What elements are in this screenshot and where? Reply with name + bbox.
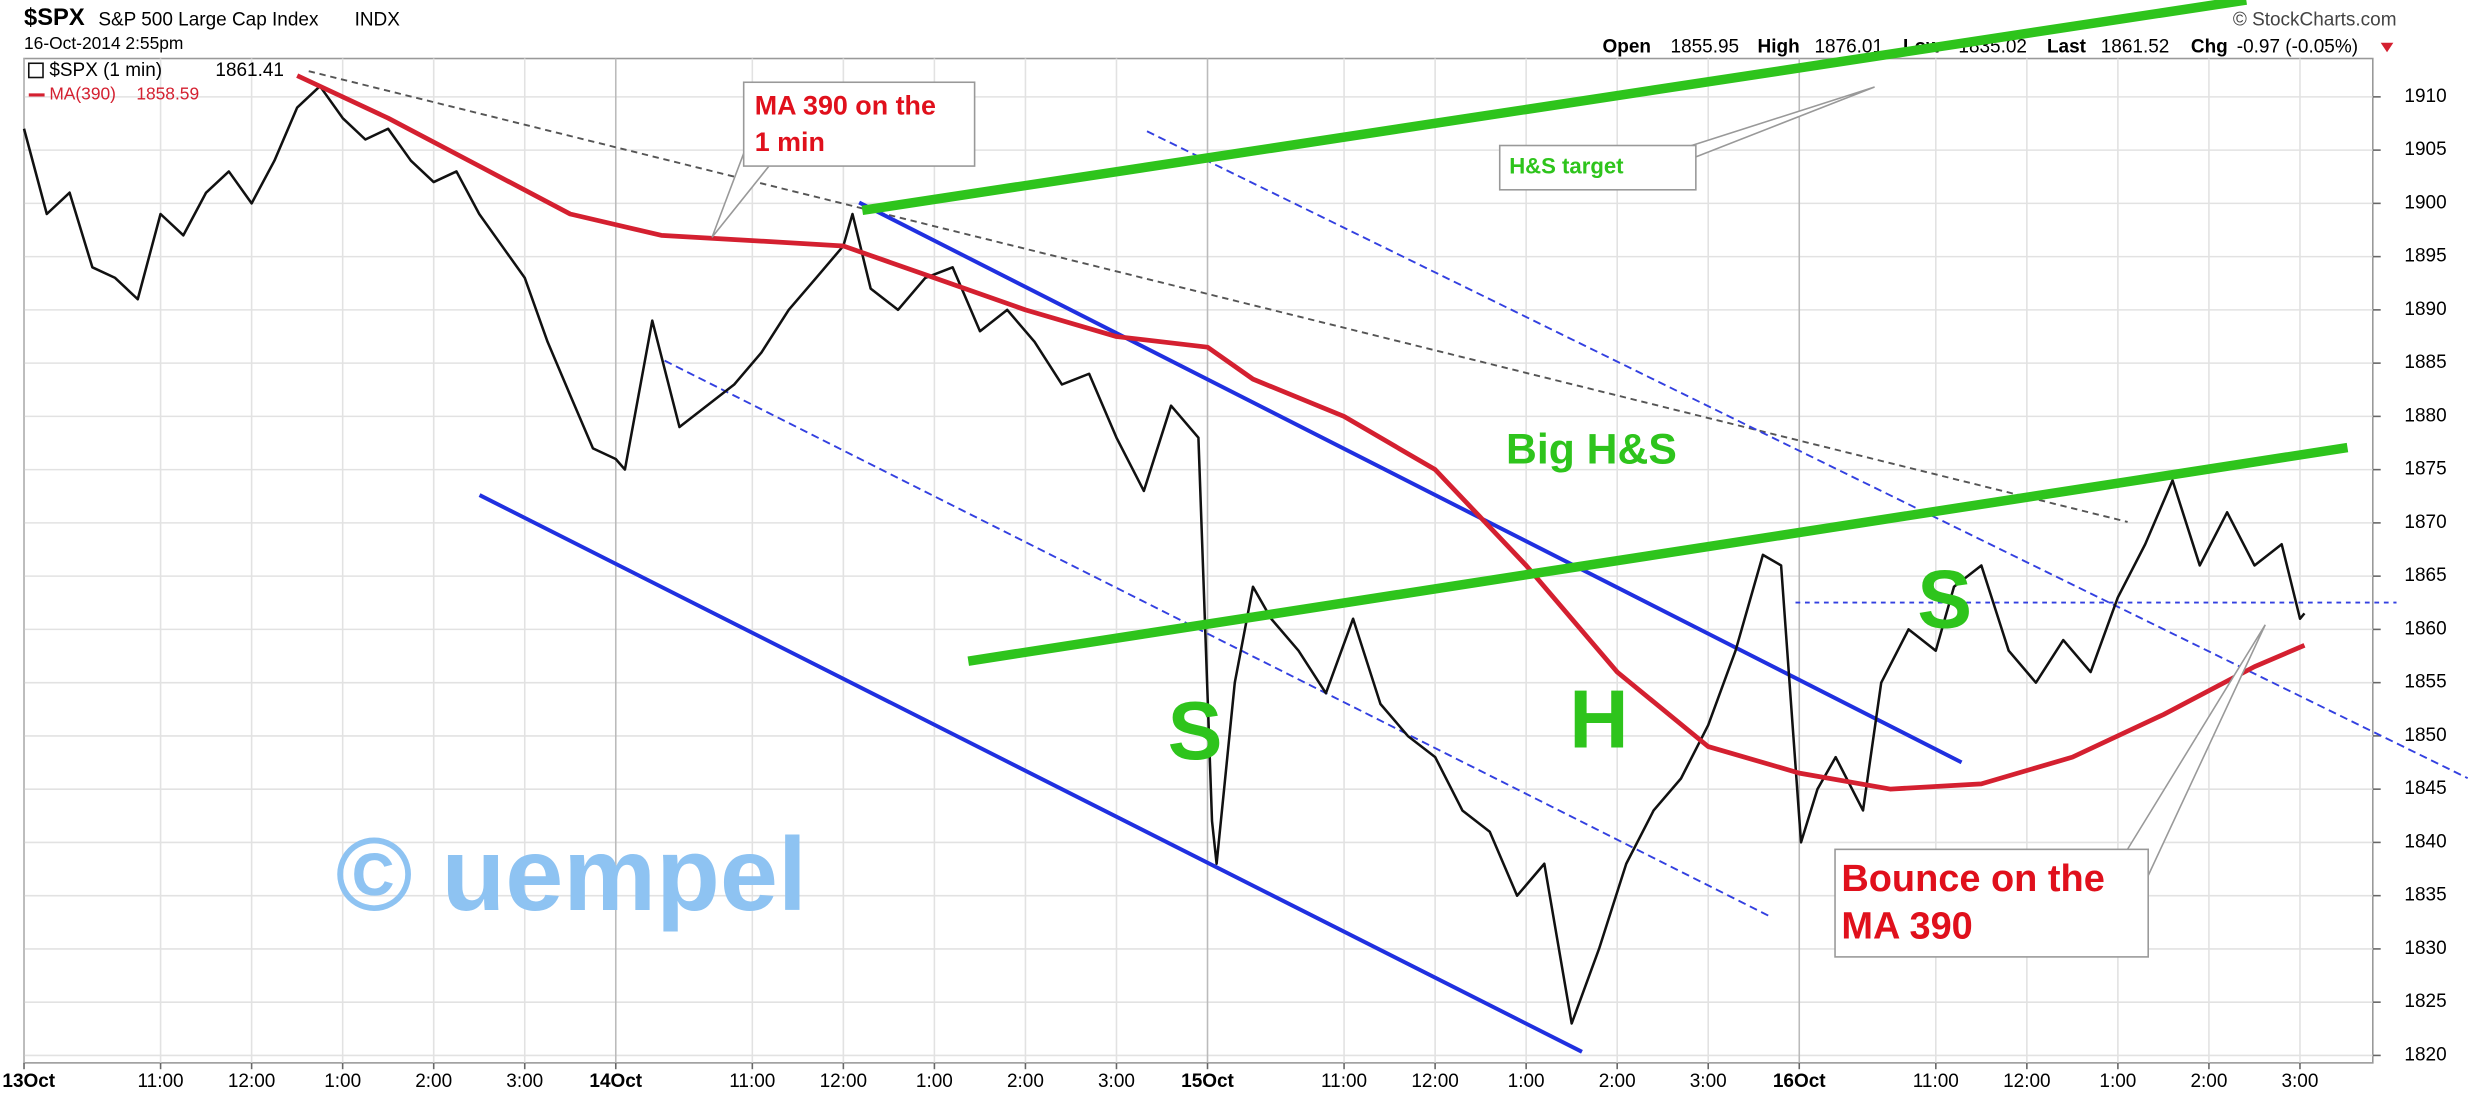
hs-lines <box>861 0 2349 666</box>
x-tick-label: 1:00 <box>2099 1071 2136 1092</box>
date: 16-Oct-2014 2:55pm <box>24 33 183 53</box>
x-tick-label: 12:00 <box>820 1071 867 1092</box>
y-tick-label: 1835 <box>2404 885 2446 906</box>
x-tick-label: 1:00 <box>324 1071 361 1092</box>
down-arrow <box>2380 42 2394 53</box>
annotations: MA 390 on the 1 min H&S target Big H&S S… <box>336 81 2266 958</box>
y-tick-label: 1830 <box>2404 938 2446 959</box>
last-label: Last <box>2047 36 2087 57</box>
y-tick-label: 1885 <box>2404 352 2446 373</box>
y-tick-label: 1850 <box>2404 725 2446 746</box>
callout-pointer <box>1676 86 1875 159</box>
legend-name: MA(390) <box>49 83 116 103</box>
x-tick-label: 1:00 <box>1508 1071 1545 1092</box>
legend-name: $SPX (1 min) <box>49 60 162 81</box>
annotation: MA 390 on the <box>755 91 936 121</box>
watermark: © uempel <box>336 817 807 933</box>
callout-pointer <box>711 153 776 238</box>
y-tick-label: 1875 <box>2404 459 2446 480</box>
high-label: High <box>1758 36 1800 57</box>
channel-upper <box>858 200 1963 765</box>
x-tick-label: 2:00 <box>1599 1071 1636 1092</box>
target-line <box>861 0 2247 216</box>
series-line <box>22 84 2306 1025</box>
series-line <box>296 73 2306 792</box>
x-tick-label: 3:00 <box>1690 1071 1727 1092</box>
legend-icon <box>27 62 44 79</box>
legend: $SPX (1 min) 1861.41 MA(390) 1858.59 <box>27 60 284 103</box>
y-tick-label: 1840 <box>2404 831 2446 852</box>
callout-box <box>742 81 976 167</box>
neckline <box>967 442 2349 666</box>
exchange: INDX <box>355 10 401 31</box>
x-tick-label: 11:00 <box>138 1071 184 1092</box>
annotation: MA 390 <box>1841 905 1972 947</box>
x-tick-label: 11:00 <box>729 1071 775 1092</box>
x-tick-label: 2:00 <box>2190 1071 2227 1092</box>
x-tick-label: 2:00 <box>1007 1071 1044 1092</box>
callout-box <box>1834 848 2149 958</box>
x-tick-label: 11:00 <box>1913 1071 1959 1092</box>
y-tick-label: 1890 <box>2404 299 2446 320</box>
x-tick-label: 14Oct <box>589 1071 642 1092</box>
last: 1861.52 <box>2101 36 2170 57</box>
channel-dashed <box>1146 130 2468 780</box>
x-tick-label: 12:00 <box>1411 1071 1458 1092</box>
y-tick-label: 1845 <box>2404 778 2446 799</box>
y-tick-label: 1910 <box>2404 86 2446 107</box>
annotation: Bounce on the <box>1841 858 2104 900</box>
annotation: 1 min <box>755 127 825 157</box>
y-tick-label: 1820 <box>2404 1044 2446 1065</box>
x-tick-label: 12:00 <box>2003 1071 2050 1092</box>
x-tick-label: 3:00 <box>1098 1071 1135 1092</box>
x-tick-label: 2:00 <box>415 1071 452 1092</box>
y-tick-label: 1900 <box>2404 192 2446 213</box>
symbol: $SPX <box>24 5 85 31</box>
callout-box <box>1498 144 1697 191</box>
trend-lines <box>308 70 2468 1054</box>
open: 1855.95 <box>1671 36 1740 57</box>
legend-value: 1858.59 <box>136 83 199 103</box>
y-tick-label: 1870 <box>2404 512 2446 533</box>
x-tick-label: 3:00 <box>2282 1071 2319 1092</box>
high: 1876.01 <box>1814 36 1883 57</box>
channel-dashed <box>664 359 1773 919</box>
y-tick-label: 1905 <box>2404 139 2446 160</box>
chg: -0.97 (-0.05%) <box>2237 36 2358 57</box>
open-label: Open <box>1603 36 1651 57</box>
y-tick-label: 1865 <box>2404 565 2446 586</box>
y-tick-label: 1895 <box>2404 246 2446 267</box>
trend-line <box>308 70 2128 523</box>
source: © StockCharts.com <box>2233 10 2397 31</box>
y-tick-label: 1855 <box>2404 672 2446 693</box>
series <box>22 73 2306 1025</box>
callout-pointer <box>2119 624 2266 887</box>
x-tick-label: 1:00 <box>916 1071 953 1092</box>
annotation: S <box>1168 686 1223 777</box>
annotation: H&S target <box>1509 153 1624 178</box>
y-tick-label: 1825 <box>2404 991 2446 1012</box>
y-tick-label: 1880 <box>2404 405 2446 426</box>
x-tick-label: 16Oct <box>1773 1071 1826 1092</box>
annotation: Big H&S <box>1506 426 1677 474</box>
y-tick-label: 1860 <box>2404 618 2446 639</box>
x-tick-label: 12:00 <box>228 1071 275 1092</box>
x-tick-label: 15Oct <box>1181 1071 1234 1092</box>
index-name: S&P 500 Large Cap Index <box>98 10 319 31</box>
channel-lower <box>478 493 1583 1054</box>
chg-label: Chg <box>2191 36 2228 57</box>
x-tick-label: 11:00 <box>1321 1071 1367 1092</box>
x-tick-label: 13Oct <box>2 1071 55 1092</box>
annotation: S <box>1917 554 1972 645</box>
annotation: H <box>1569 675 1628 766</box>
legend-value: 1861.41 <box>215 60 284 81</box>
x-tick-label: 3:00 <box>506 1071 543 1092</box>
